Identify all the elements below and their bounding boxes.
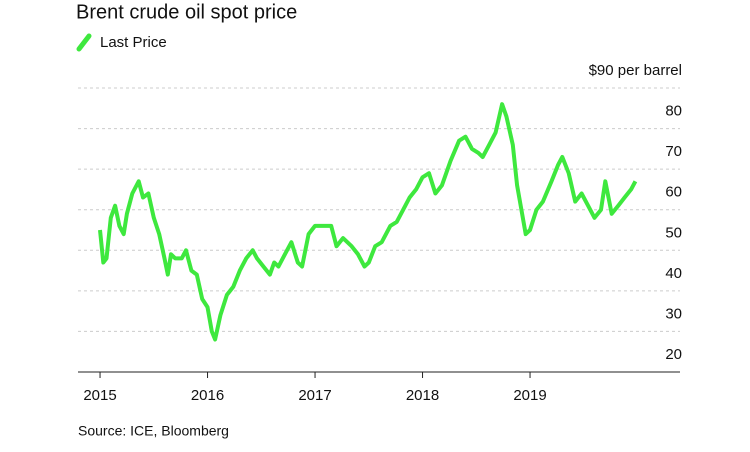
chart-title: Brent crude oil spot price: [76, 1, 297, 23]
y-tick-label: 80: [665, 103, 682, 120]
y-tick-label: 50: [665, 224, 682, 241]
x-tick-label: 2017: [298, 387, 331, 404]
y-tick-label: 70: [665, 143, 682, 160]
x-tick-label: 2016: [191, 387, 224, 404]
y-tick-label: 60: [665, 184, 682, 201]
y-tick-label: 30: [665, 305, 682, 322]
y-tick-label: 40: [665, 265, 682, 282]
source: Source: ICE, Bloomberg: [78, 423, 229, 439]
legend-swatch: [76, 33, 92, 52]
y-tick-label: $90 per barrel: [589, 62, 682, 79]
x-tick-label: 2018: [406, 387, 439, 404]
x-tick-label: 2019: [513, 387, 546, 404]
price-line: [98, 102, 638, 342]
y-tick-label: 20: [665, 346, 682, 363]
legend-label: Last Price: [100, 34, 167, 51]
x-tick-label: 2015: [83, 387, 116, 404]
